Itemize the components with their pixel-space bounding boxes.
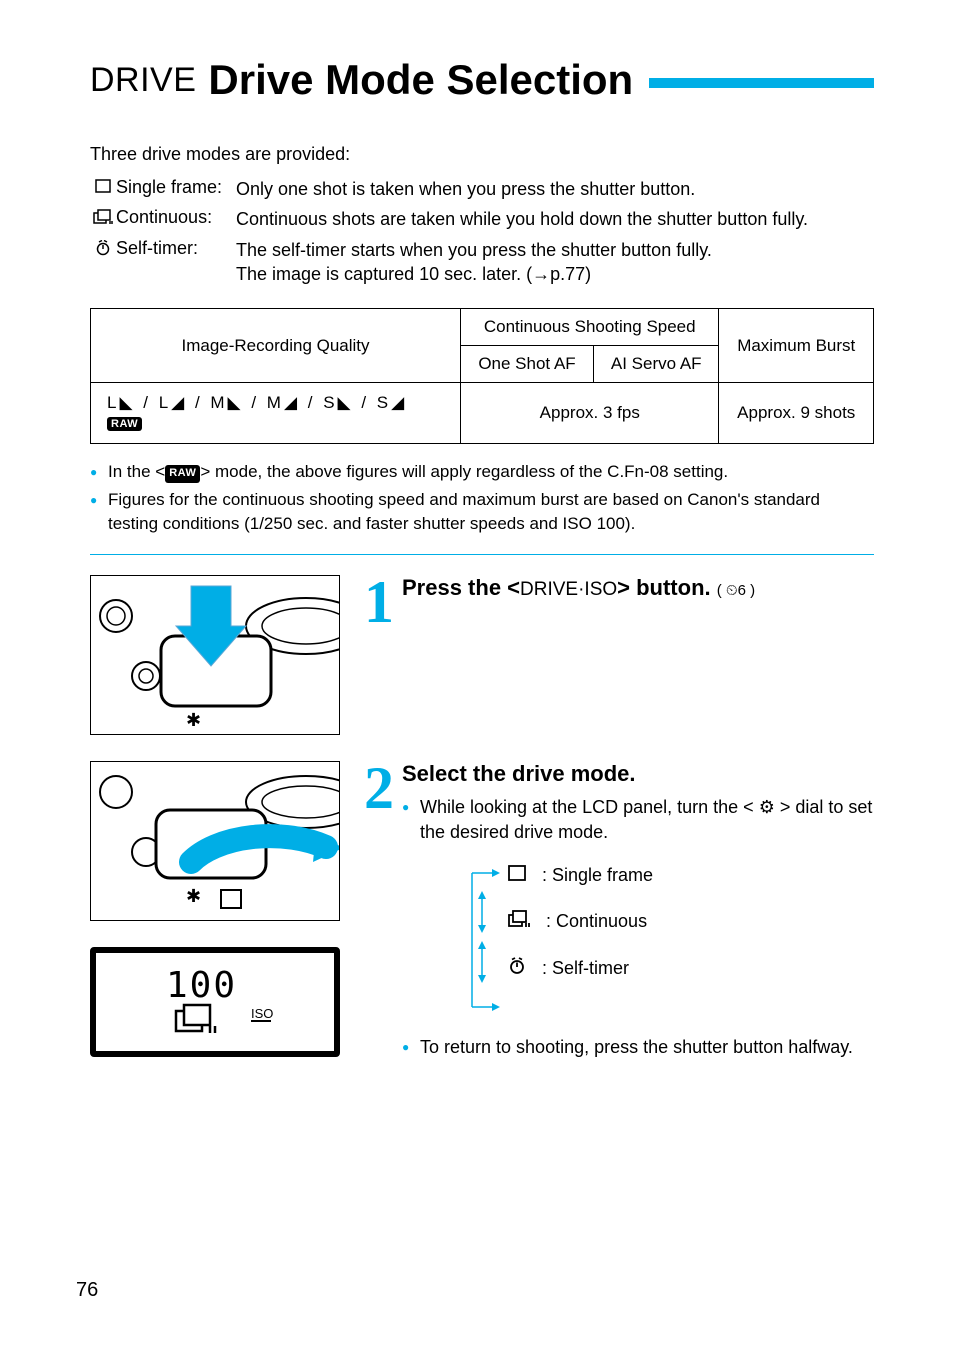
section-divider [90, 554, 874, 555]
mode-selftimer-desc: The self-timer starts when you press the… [236, 238, 874, 287]
notes-list: In the <RAW> mode, the above figures wil… [90, 460, 874, 535]
td-burst: Approx. 9 shots [719, 383, 874, 444]
th-oneshot: One Shot AF [461, 346, 594, 383]
single-frame-icon [90, 177, 116, 193]
svg-text:100: 100 [166, 965, 237, 1006]
td-quality: L◣ / L◢ / M◣ / M◢ / S◣ / S◢ RAW [91, 383, 461, 444]
step2-number: 2 [364, 761, 394, 815]
svg-text:ISO: ISO [251, 1006, 273, 1021]
step-1: ✱ 1 Press the <DRIVE·ISO> button. ( ⏲6 ) [90, 575, 874, 735]
mode-selftimer-row: Self-timer: The self-timer starts when y… [90, 238, 874, 287]
title-prefix: DRIVE [90, 61, 196, 100]
lcd-panel-illustration: 100 ISO [90, 947, 340, 1057]
title-main: Drive Mode Selection [208, 56, 633, 104]
intro-text: Three drive modes are provided: [90, 144, 874, 165]
step1-number: 1 [364, 575, 394, 629]
note-2: Figures for the continuous shooting spee… [90, 488, 874, 536]
diag-selftimer-label: : Self-timer [542, 958, 629, 979]
raw-badge: RAW [107, 417, 142, 431]
th-speed: Continuous Shooting Speed [461, 309, 719, 346]
step1-title: Press the <DRIVE·ISO> button. ( ⏲6 ) [402, 575, 874, 601]
step2-bullet1: While looking at the LCD panel, turn the… [402, 795, 874, 845]
raw-badge-inline: RAW [165, 465, 200, 482]
mode-continuous-label: Continuous: [116, 207, 236, 228]
mode-single-row: Single frame: Only one shot is taken whe… [90, 177, 874, 201]
diag-single-label: : Single frame [542, 865, 653, 886]
diag-selftimer-icon [508, 957, 526, 980]
diag-continuous-label: : Continuous [546, 911, 647, 932]
mode-continuous-desc: Continuous shots are taken while you hol… [236, 207, 874, 231]
th-burst: Maximum Burst [719, 309, 874, 383]
step2-title: Select the drive mode. [402, 761, 874, 787]
continuous-icon [90, 207, 116, 225]
diag-continuous-icon [508, 910, 530, 933]
step2-illustration: ✱ [90, 761, 340, 921]
svg-text:✱: ✱ [186, 710, 201, 730]
svg-text:✱: ✱ [186, 886, 201, 906]
th-aiservo: AI Servo AF [593, 346, 719, 383]
note-1: In the <RAW> mode, the above figures wil… [90, 460, 874, 484]
spec-table: Image-Recording Quality Continuous Shoot… [90, 308, 874, 444]
diag-single-icon [508, 865, 526, 886]
page-number: 76 [76, 1279, 98, 1302]
step-2: ✱ 100 ISO 2 Select the drive mode. While… [90, 761, 874, 1061]
page-title-row: DRIVE Drive Mode Selection [90, 56, 874, 104]
mode-single-desc: Only one shot is taken when you press th… [236, 177, 874, 201]
drive-mode-diagram: : Single frame : Continuous : Self-timer [462, 865, 874, 1015]
step1-suffix: ( ⏲6 ) [717, 582, 755, 599]
step2-bullet2: To return to shooting, press the shutter… [402, 1035, 874, 1060]
td-speed: Approx. 3 fps [461, 383, 719, 444]
mode-single-label: Single frame: [116, 177, 236, 198]
quality-sizes: L◣ / L◢ / M◣ / M◢ / S◣ / S◢ [107, 393, 407, 412]
self-timer-icon [90, 238, 116, 256]
step1-illustration: ✱ [90, 575, 340, 735]
title-accent-bar [649, 78, 874, 88]
mode-selftimer-label: Self-timer: [116, 238, 236, 259]
th-quality: Image-Recording Quality [91, 309, 461, 383]
mode-continuous-row: Continuous: Continuous shots are taken w… [90, 207, 874, 231]
